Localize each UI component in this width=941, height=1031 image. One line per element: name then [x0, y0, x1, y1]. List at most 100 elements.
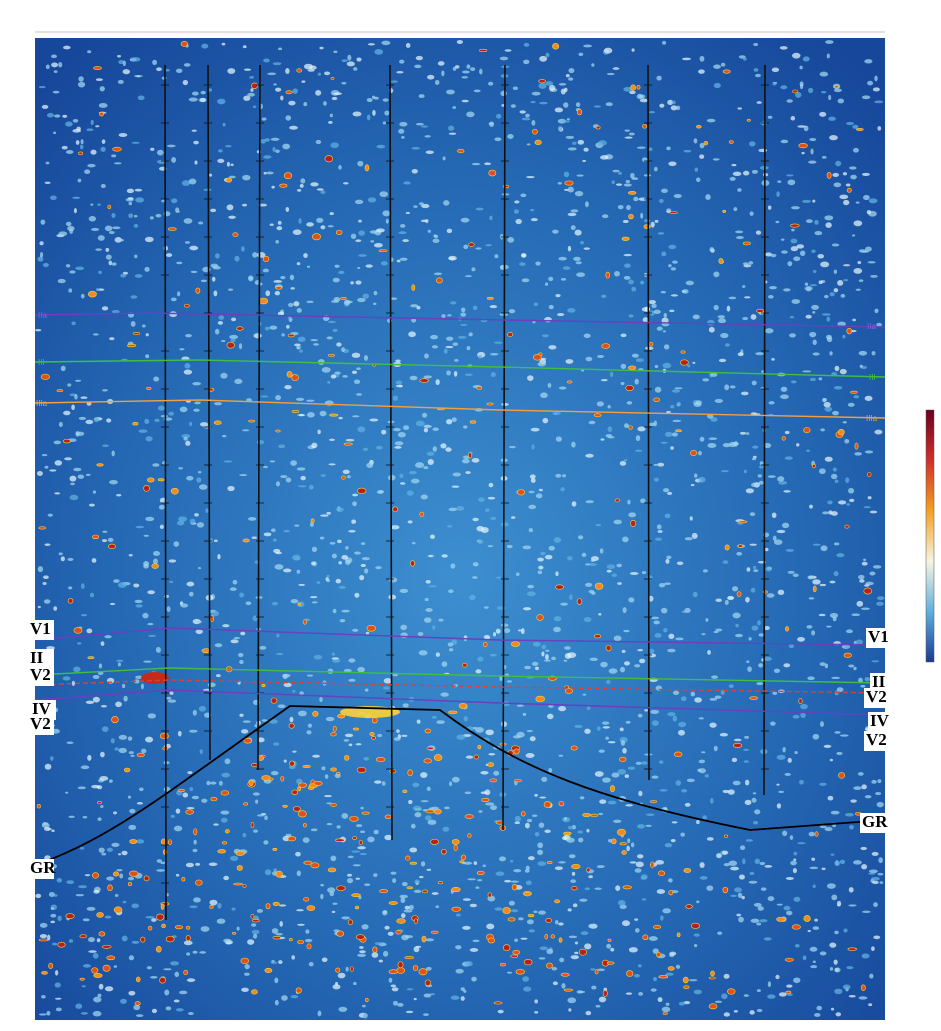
noise-speck	[223, 460, 232, 462]
noise-speck	[733, 781, 741, 786]
noise-speck	[821, 91, 826, 93]
noise-speck	[262, 117, 267, 120]
noise-speck	[674, 194, 682, 198]
noise-speck	[727, 596, 734, 600]
noise-speck	[630, 572, 639, 575]
noise-speck	[57, 916, 61, 922]
noise-speck	[99, 776, 108, 781]
noise-speck	[660, 789, 668, 792]
noise-speck	[263, 840, 268, 844]
noise-speck	[856, 639, 863, 644]
noise-speck	[333, 50, 337, 53]
noise-speck	[548, 277, 553, 281]
anomaly-speck	[303, 897, 308, 901]
noise-speck	[456, 506, 464, 511]
noise-speck	[116, 494, 121, 496]
anomaly-speck	[243, 885, 246, 888]
noise-speck	[470, 67, 475, 71]
noise-speck	[694, 473, 697, 477]
anomaly-speck	[799, 698, 802, 703]
noise-speck	[750, 544, 757, 546]
noise-speck	[812, 200, 815, 203]
noise-speck	[532, 92, 541, 96]
noise-speck	[808, 160, 816, 163]
noise-speck	[534, 794, 538, 797]
anomaly-speck	[532, 129, 537, 134]
noise-speck	[337, 540, 342, 543]
noise-speck	[298, 218, 301, 224]
noise-speck	[118, 853, 121, 855]
anomaly-speck	[331, 77, 334, 79]
anomaly-speck	[328, 354, 334, 356]
noise-speck	[432, 625, 435, 630]
noise-speck	[588, 924, 594, 928]
noise-speck	[822, 511, 828, 514]
anomaly-speck	[483, 642, 487, 646]
noise-speck	[136, 1014, 144, 1017]
noise-speck	[114, 162, 122, 164]
noise-speck	[687, 364, 690, 367]
noise-speck	[617, 582, 622, 585]
anomaly-speck	[461, 855, 465, 860]
noise-speck	[230, 339, 235, 343]
noise-speck	[159, 505, 165, 510]
noise-speck	[493, 771, 499, 776]
noise-speck	[553, 981, 558, 985]
noise-speck	[475, 208, 483, 211]
noise-speck	[354, 593, 359, 598]
anomaly-speck	[723, 210, 726, 212]
anomaly-speck	[628, 191, 636, 194]
anomaly-speck	[474, 755, 478, 759]
noise-speck	[243, 45, 247, 48]
noise-speck	[616, 564, 622, 568]
noise-speck	[827, 317, 831, 322]
noise-speck	[239, 593, 244, 598]
noise-speck	[613, 67, 620, 70]
noise-speck	[267, 73, 276, 76]
noise-speck	[54, 70, 58, 73]
noise-speck	[834, 571, 839, 576]
noise-speck	[462, 100, 469, 103]
noise-speck	[768, 896, 775, 901]
noise-speck	[561, 120, 570, 122]
noise-speck	[654, 478, 659, 482]
noise-speck	[513, 869, 521, 872]
anomaly-speck	[252, 919, 259, 922]
noise-speck	[135, 197, 144, 202]
anomaly-speck	[723, 70, 730, 74]
anomaly-speck	[303, 765, 311, 767]
noise-speck	[185, 441, 190, 446]
noise-speck	[554, 537, 561, 543]
noise-speck	[830, 613, 838, 618]
noise-speck	[85, 874, 91, 876]
noise-speck	[409, 848, 417, 853]
noise-speck	[350, 281, 354, 284]
noise-speck	[640, 498, 645, 503]
noise-speck	[231, 318, 236, 322]
noise-speck	[586, 357, 593, 362]
left-horizon-label: V2	[30, 665, 51, 684]
noise-speck	[417, 719, 421, 723]
noise-speck	[753, 569, 758, 572]
noise-speck	[794, 852, 798, 856]
noise-speck	[93, 997, 101, 1003]
anomaly-speck	[478, 745, 481, 749]
noise-speck	[754, 809, 760, 814]
noise-speck	[649, 111, 655, 113]
noise-speck	[423, 425, 431, 428]
noise-speck	[368, 43, 375, 45]
noise-speck	[488, 82, 493, 86]
noise-speck	[687, 779, 695, 783]
noise-speck	[485, 789, 491, 795]
noise-speck	[353, 864, 361, 866]
anomaly-speck	[88, 291, 96, 297]
noise-speck	[81, 139, 84, 144]
noise-speck	[680, 832, 685, 836]
noise-speck	[114, 965, 118, 968]
anomaly-speck	[410, 561, 414, 567]
noise-speck	[374, 49, 383, 55]
anomaly-speck	[551, 935, 555, 938]
noise-speck	[791, 299, 800, 304]
noise-speck	[352, 371, 357, 374]
noise-speck	[112, 226, 121, 229]
